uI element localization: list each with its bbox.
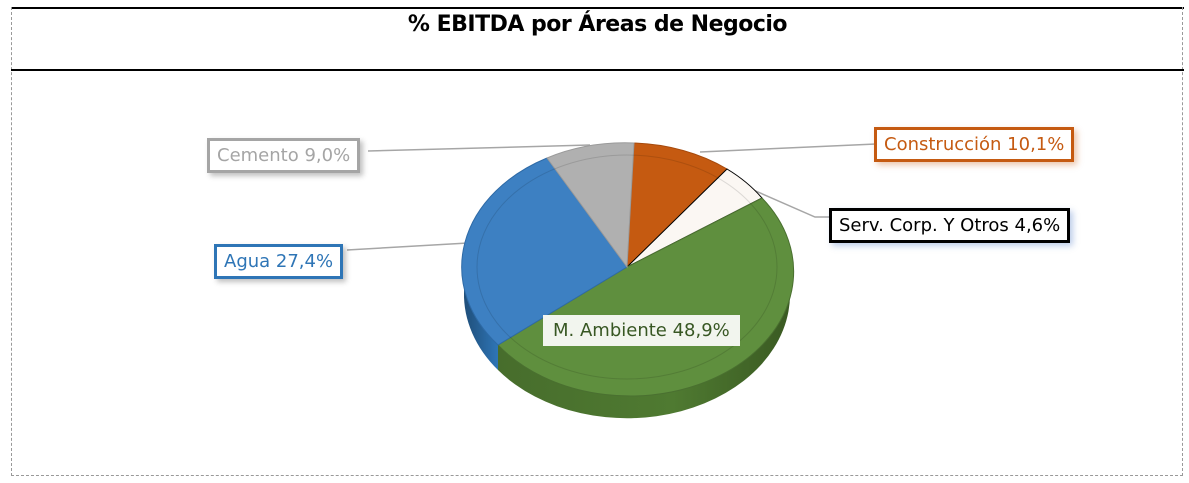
slice-agua: [461, 157, 628, 346]
slice-cemento: [546, 142, 635, 269]
title-divider: [11, 69, 1184, 71]
label-serv-corp: Serv. Corp. Y Otros 4,6%: [829, 208, 1071, 243]
chart-frame: [11, 7, 1183, 476]
slice-construccion: [626, 142, 728, 269]
label-m-ambiente: M. Ambiente 48,9%: [543, 315, 740, 346]
leader-lines: [346, 143, 877, 251]
pie-top: [461, 142, 795, 397]
chart-title: % EBITDA por Áreas de Negocio: [407, 12, 788, 37]
chart-top-border: [11, 7, 1184, 9]
pie-side: [463, 267, 791, 419]
label-construccion: Construcción 10,1%: [874, 127, 1075, 162]
label-agua: Agua 27,4%: [214, 244, 344, 279]
slice-m-ambiente: [497, 197, 795, 397]
label-cemento: Cemento 9,0%: [207, 138, 361, 173]
